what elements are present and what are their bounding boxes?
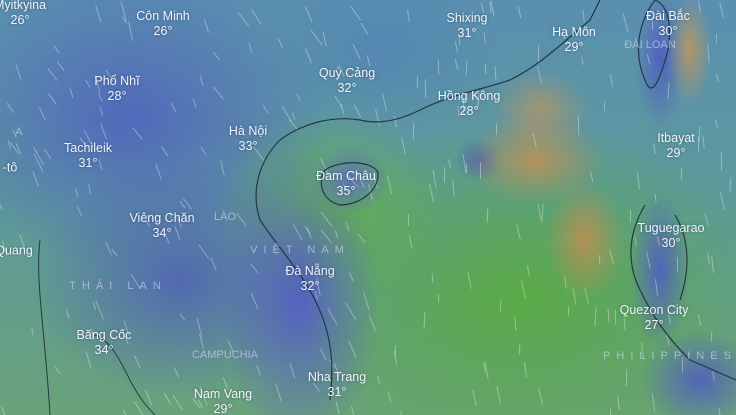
- city-temperature: 29°: [213, 402, 233, 415]
- city-label[interactable]: Quỳ Cảng 32°: [319, 66, 375, 96]
- city-label[interactable]: Đà Nẵng 32°: [285, 264, 334, 294]
- city-label[interactable]: Tachileik 31°: [64, 141, 112, 171]
- city-label[interactable]: Nha Trang 31°: [308, 370, 366, 400]
- country-label: VIỆT NAM: [250, 244, 350, 256]
- country-label: CAMPUCHIA: [191, 349, 259, 361]
- city-label[interactable]: Côn Minh 26°: [136, 9, 190, 39]
- city-temperature: 35°: [336, 184, 356, 198]
- city-name: Myitkyina: [0, 0, 47, 12]
- city-name: Quỳ Cảng: [318, 66, 376, 80]
- city-temperature: 27°: [644, 318, 664, 332]
- city-temperature: 31°: [457, 26, 477, 40]
- city-name: Hạ Môn: [552, 25, 596, 39]
- partial-place-label: M A: [0, 126, 29, 138]
- city-name: Côn Minh: [136, 9, 190, 23]
- city-temperature: 34°: [94, 343, 114, 357]
- city-name: Itbayat: [657, 131, 695, 145]
- country-label: PHILIPPINES: [603, 350, 736, 362]
- city-temperature: 28°: [107, 89, 127, 103]
- city-label[interactable]: Myitkyina26°: [0, 0, 46, 28]
- city-temperature: 31°: [78, 156, 98, 170]
- city-temperature: 26°: [153, 24, 173, 38]
- city-label[interactable]: Hà Nội 33°: [229, 124, 267, 154]
- city-label[interactable]: Viêng Chăn 34°: [129, 211, 194, 241]
- city-label[interactable]: Băng Cốc 34°: [77, 328, 132, 358]
- city-temperature: 30°: [658, 24, 678, 38]
- city-name: Băng Cốc: [76, 328, 132, 342]
- city-name: Phổ Nhĩ: [94, 74, 140, 88]
- city-temperature: 33°: [238, 139, 258, 153]
- city-name: Tachileik: [64, 141, 112, 155]
- city-temperature: 28°: [459, 104, 479, 118]
- city-label[interactable]: Tuguegarao 30°: [638, 221, 705, 251]
- country-label: LÀO: [213, 211, 237, 223]
- country-label: THÁI LAN: [69, 280, 167, 292]
- city-name: Tuguegarao: [637, 221, 705, 235]
- city-name: Shixing: [446, 11, 488, 25]
- city-temperature: 32°: [300, 279, 320, 293]
- city-temperature: 29°: [564, 40, 584, 54]
- city-temperature: 32°: [337, 81, 357, 95]
- city-label[interactable]: Shixing 31°: [447, 11, 488, 41]
- city-name: Đam Châu: [316, 169, 376, 183]
- city-temperature: 30°: [661, 236, 681, 250]
- city-label[interactable]: Đài Bắc 30°: [646, 9, 690, 39]
- city-label[interactable]: Hồng Kông 28°: [438, 89, 501, 119]
- partial-place-label: Quang: [0, 243, 33, 258]
- city-temperature: 34°: [152, 226, 172, 240]
- city-name: Nha Trang: [307, 370, 367, 384]
- country-label: ĐÀI LOAN: [624, 39, 676, 51]
- city-name: Đà Nẵng: [285, 264, 335, 278]
- city-name: Đài Bắc: [646, 9, 690, 23]
- city-label[interactable]: Phổ Nhĩ 28°: [94, 74, 139, 104]
- city-label[interactable]: Hạ Môn 29°: [552, 25, 596, 55]
- city-temperature: 26°: [10, 13, 30, 27]
- city-label[interactable]: Đam Châu 35°: [316, 169, 376, 199]
- city-label[interactable]: Itbayat 29°: [657, 131, 695, 161]
- city-name: Viêng Chăn: [129, 211, 195, 225]
- city-name: Nam Vang: [193, 387, 253, 401]
- city-label[interactable]: Nam Vang 29°: [194, 387, 252, 415]
- partial-place-label: -tô: [2, 160, 18, 175]
- city-name: Hà Nội: [228, 124, 268, 138]
- city-temperature: 29°: [666, 146, 686, 160]
- city-label[interactable]: Quezon City 27°: [620, 303, 689, 333]
- city-temperature: 31°: [327, 385, 347, 399]
- city-name: Hồng Kông: [437, 89, 501, 103]
- city-name: Quezon City: [619, 303, 689, 317]
